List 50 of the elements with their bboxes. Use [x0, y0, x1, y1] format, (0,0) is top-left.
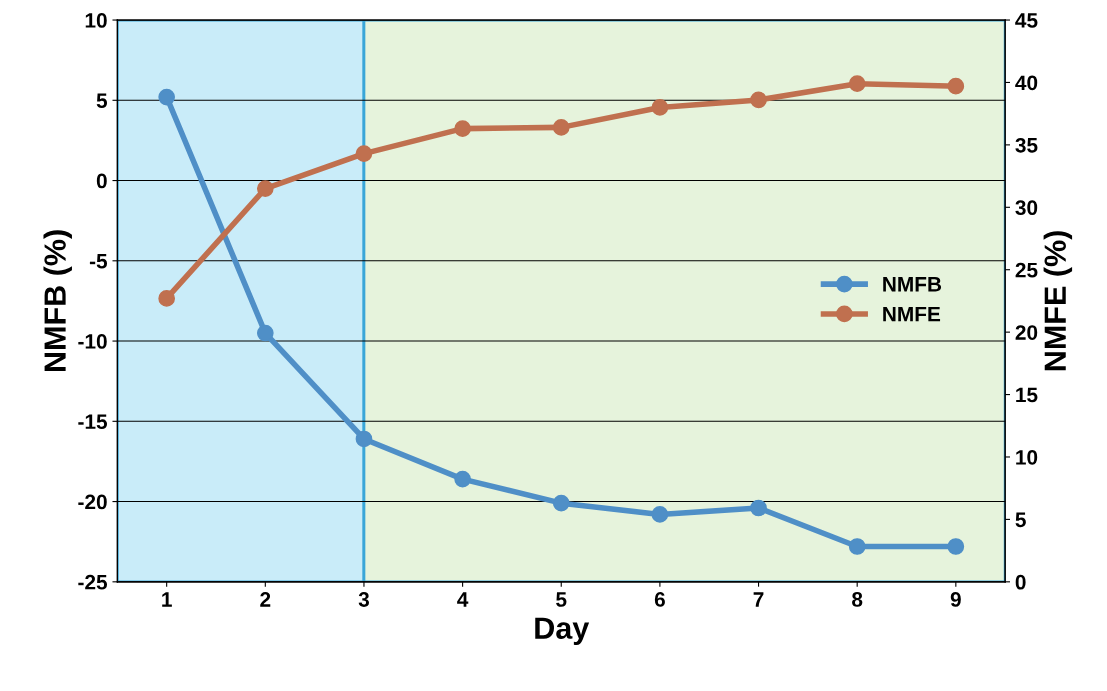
y-tick-label: -20	[78, 494, 107, 510]
point	[158, 88, 175, 106]
y2-tick-label: 0	[1015, 574, 1026, 590]
point	[256, 180, 274, 197]
point	[355, 145, 373, 162]
y2-tick-label: 5	[1015, 512, 1026, 528]
x-tick-label: 4	[457, 592, 469, 607]
y-tick-label: -5	[89, 254, 108, 269]
point	[848, 538, 866, 555]
legend-label: NMFB	[883, 277, 942, 292]
point	[552, 494, 570, 512]
point	[848, 75, 866, 93]
point	[256, 324, 274, 342]
point	[750, 499, 767, 517]
y2-tick-label: 25	[1015, 262, 1038, 278]
point	[454, 120, 471, 137]
x-axis-title: Day	[535, 617, 590, 645]
y2-axis-title: NMFE (%)	[1043, 231, 1073, 371]
y-tick-label: -10	[78, 334, 107, 349]
point	[355, 430, 373, 448]
y-tick-label: 0	[96, 173, 107, 189]
x-tick-label: 7	[753, 592, 764, 607]
x-tick-label: 8	[852, 592, 863, 607]
point	[947, 77, 965, 95]
x-tick-label: 5	[556, 592, 567, 607]
y-tick-label: 5	[96, 93, 108, 109]
y2-tick-label: 15	[1016, 387, 1038, 403]
y2-tick-label: 30	[1015, 200, 1038, 216]
y2-tick-label: 35	[1015, 137, 1038, 153]
point	[651, 99, 669, 116]
x-tick-label: 6	[654, 592, 665, 607]
y2-tick-label: 10	[1016, 449, 1038, 465]
x-tick-label: 1	[162, 592, 172, 607]
y2-tick-label: 45	[1015, 13, 1038, 28]
x-tick-label: 9	[950, 592, 961, 607]
y2-tick-label: 40	[1015, 75, 1038, 91]
y-tick-label: -15	[78, 414, 108, 430]
point	[158, 290, 175, 307]
point	[651, 506, 669, 523]
x-tick-label: 2	[260, 592, 271, 607]
point	[947, 538, 965, 555]
y2-tick-label: 20	[1015, 325, 1038, 340]
point	[750, 91, 767, 109]
legend-label: NMFE	[883, 306, 941, 322]
point	[552, 119, 570, 136]
y-tick-label: -25	[78, 574, 108, 590]
point	[454, 470, 471, 488]
y-tick-label: 10	[85, 13, 107, 28]
y-axis-title: NMFB (%)	[43, 230, 72, 372]
x-tick-label: 3	[358, 592, 369, 607]
